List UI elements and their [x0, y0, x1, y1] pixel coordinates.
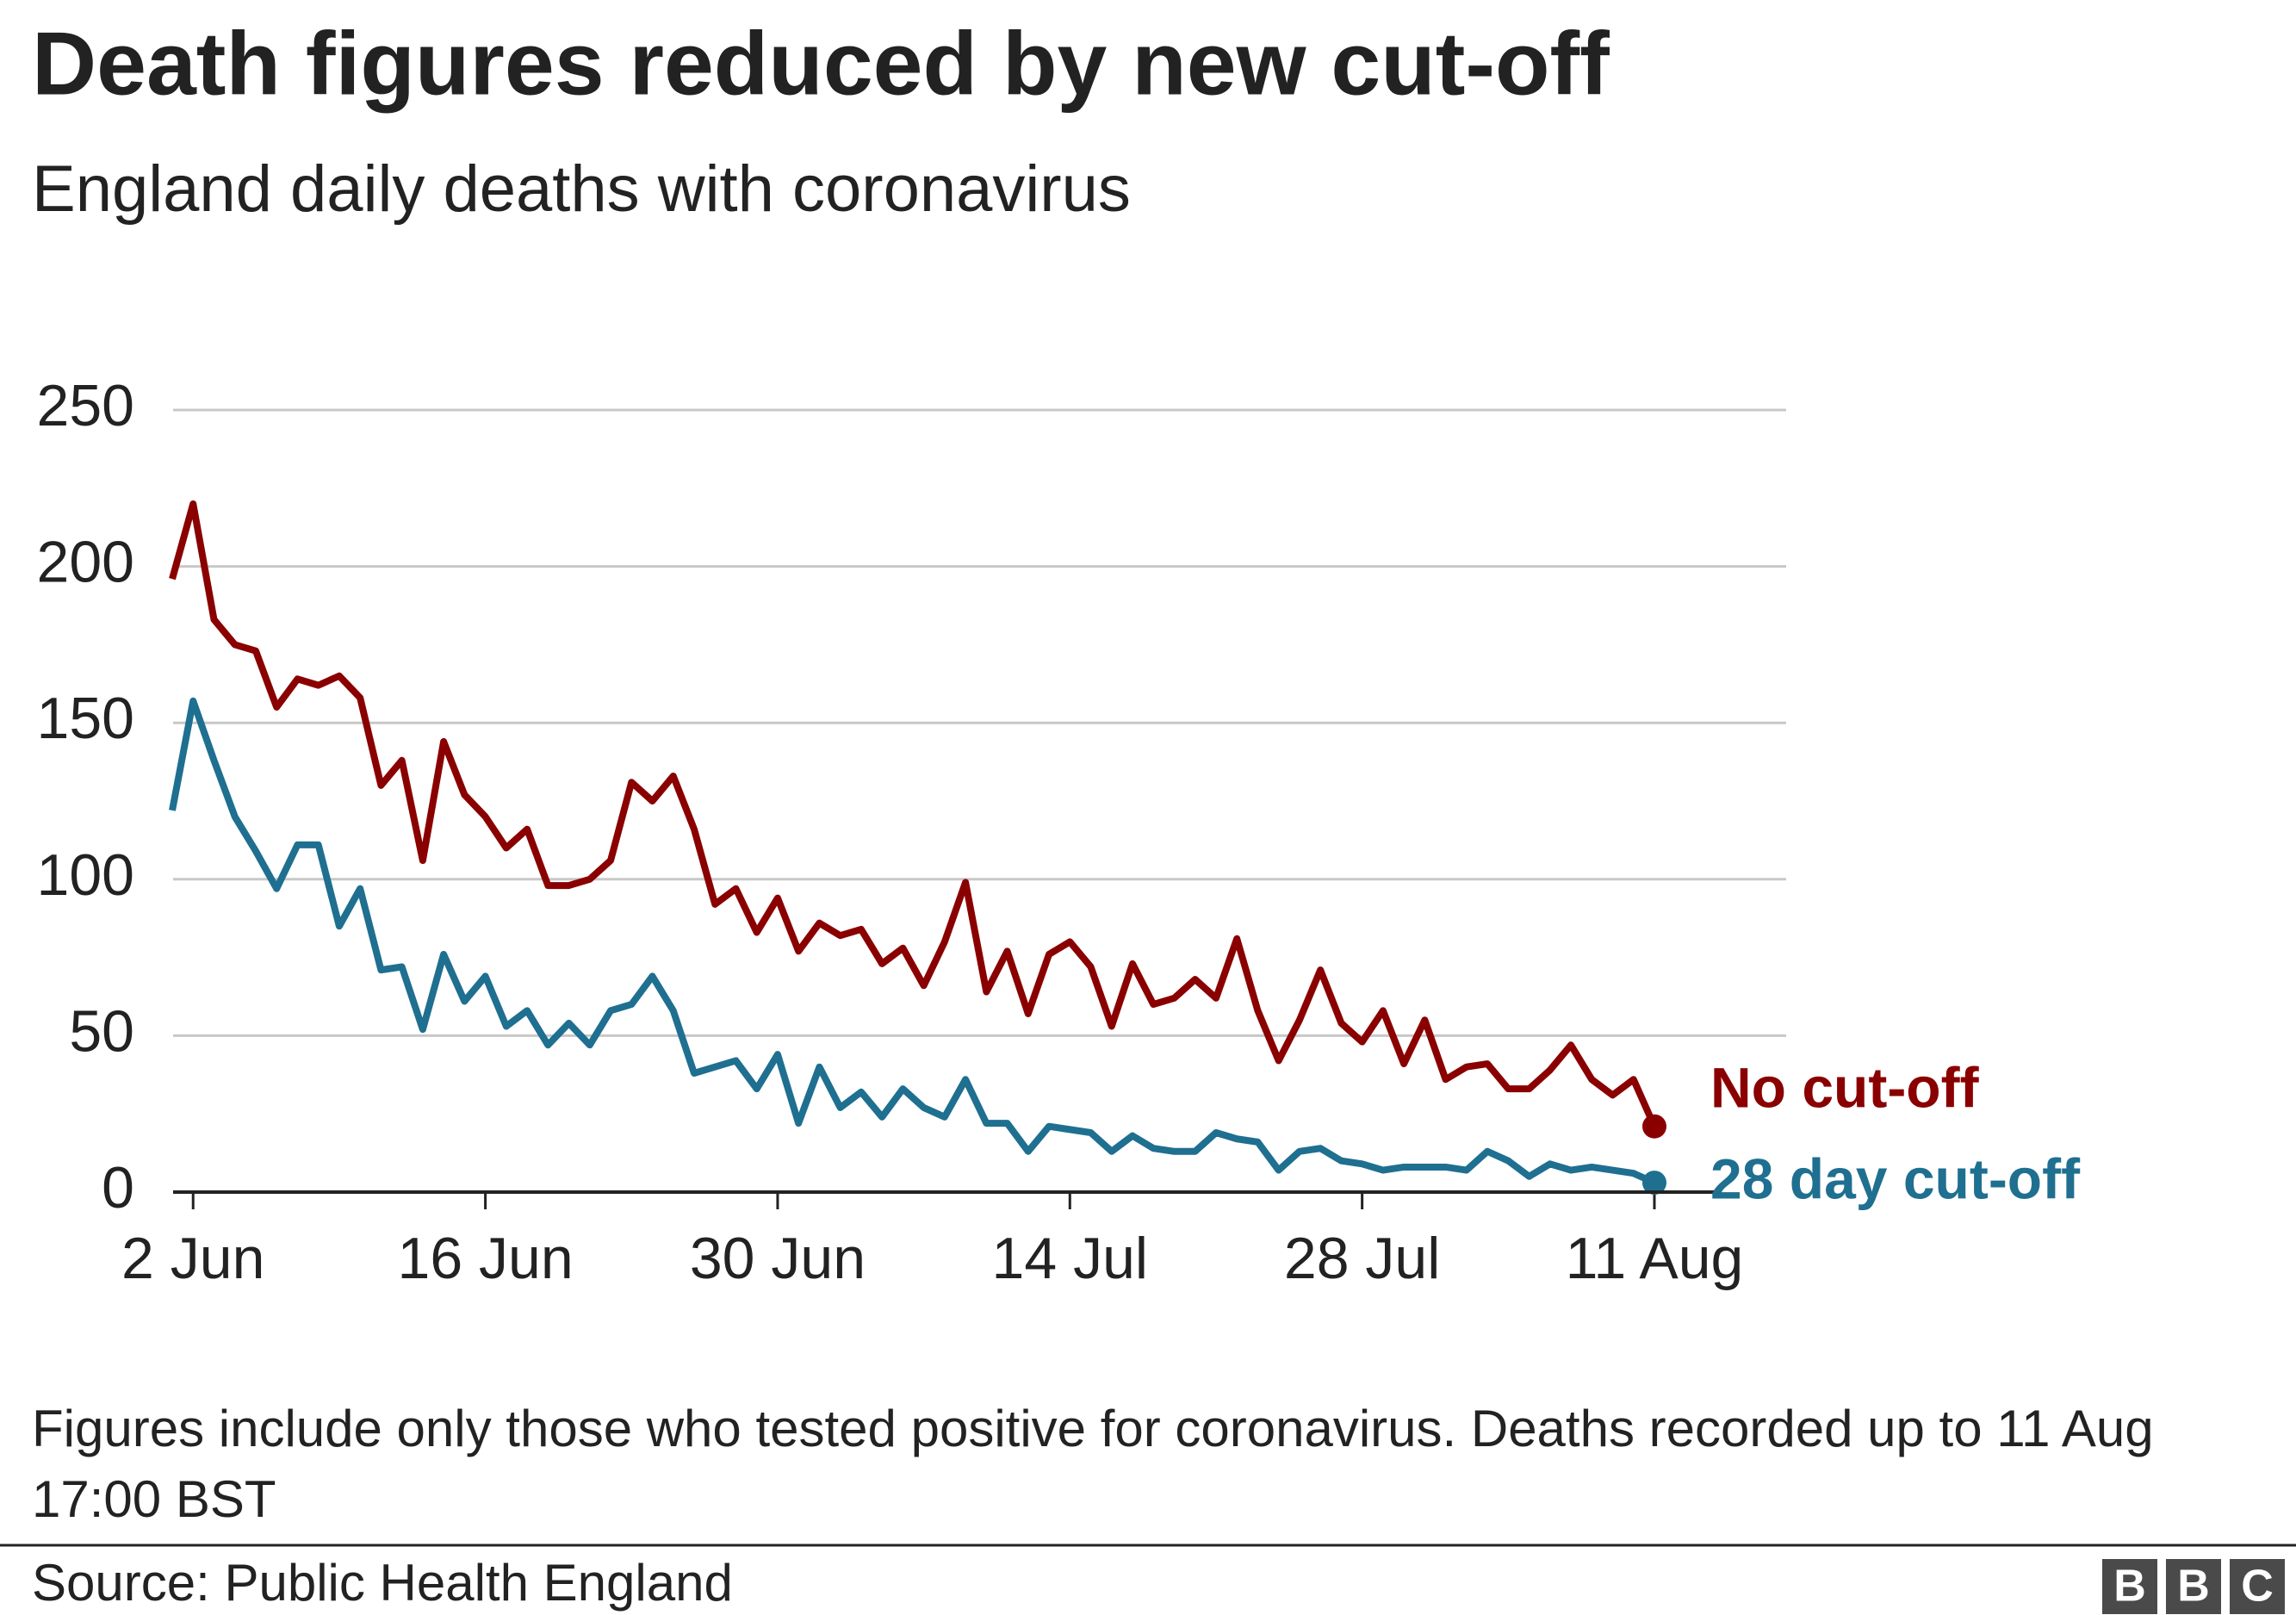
end-point	[1642, 1171, 1666, 1196]
source: Source: Public Health England	[32, 1554, 733, 1612]
legend-label: No cut-off	[1710, 1055, 1980, 1119]
x-tick-label: 14 Jul	[992, 1226, 1148, 1291]
logo-box	[2102, 1559, 2157, 1614]
logo-letter: B	[2177, 1562, 2210, 1612]
end-point	[1642, 1114, 1666, 1139]
series-line	[169, 500, 1658, 1128]
series-line	[169, 697, 1656, 1186]
y-tick-label: 100	[37, 842, 134, 908]
logo-box	[2166, 1559, 2221, 1614]
chart-title: Death figures reduced by new cut-off	[32, 14, 1610, 114]
footnote: Figures include only those who tested po…	[32, 1400, 2154, 1528]
y-tick-label: 0	[102, 1155, 134, 1221]
x-tick-label: 28 Jul	[1284, 1226, 1440, 1291]
y-tick-label: 200	[37, 530, 134, 595]
logo-letter: B	[2113, 1562, 2146, 1612]
y-tick-label: 250	[37, 373, 134, 438]
y-tick-label: 150	[37, 686, 134, 751]
x-tick-label: 11 Aug	[1566, 1226, 1744, 1291]
logo-letter: C	[2241, 1562, 2274, 1612]
x-tick-label: 30 Jun	[690, 1226, 866, 1291]
legend-label: 28 day cut-off	[1710, 1146, 2081, 1210]
chart-subtitle: England daily deaths with coronavirus	[32, 152, 1131, 226]
x-tick-label: 2 Jun	[121, 1226, 264, 1291]
logo-box	[2230, 1559, 2285, 1614]
x-tick-label: 16 Jun	[398, 1226, 574, 1291]
y-tick-label: 50	[69, 998, 134, 1064]
